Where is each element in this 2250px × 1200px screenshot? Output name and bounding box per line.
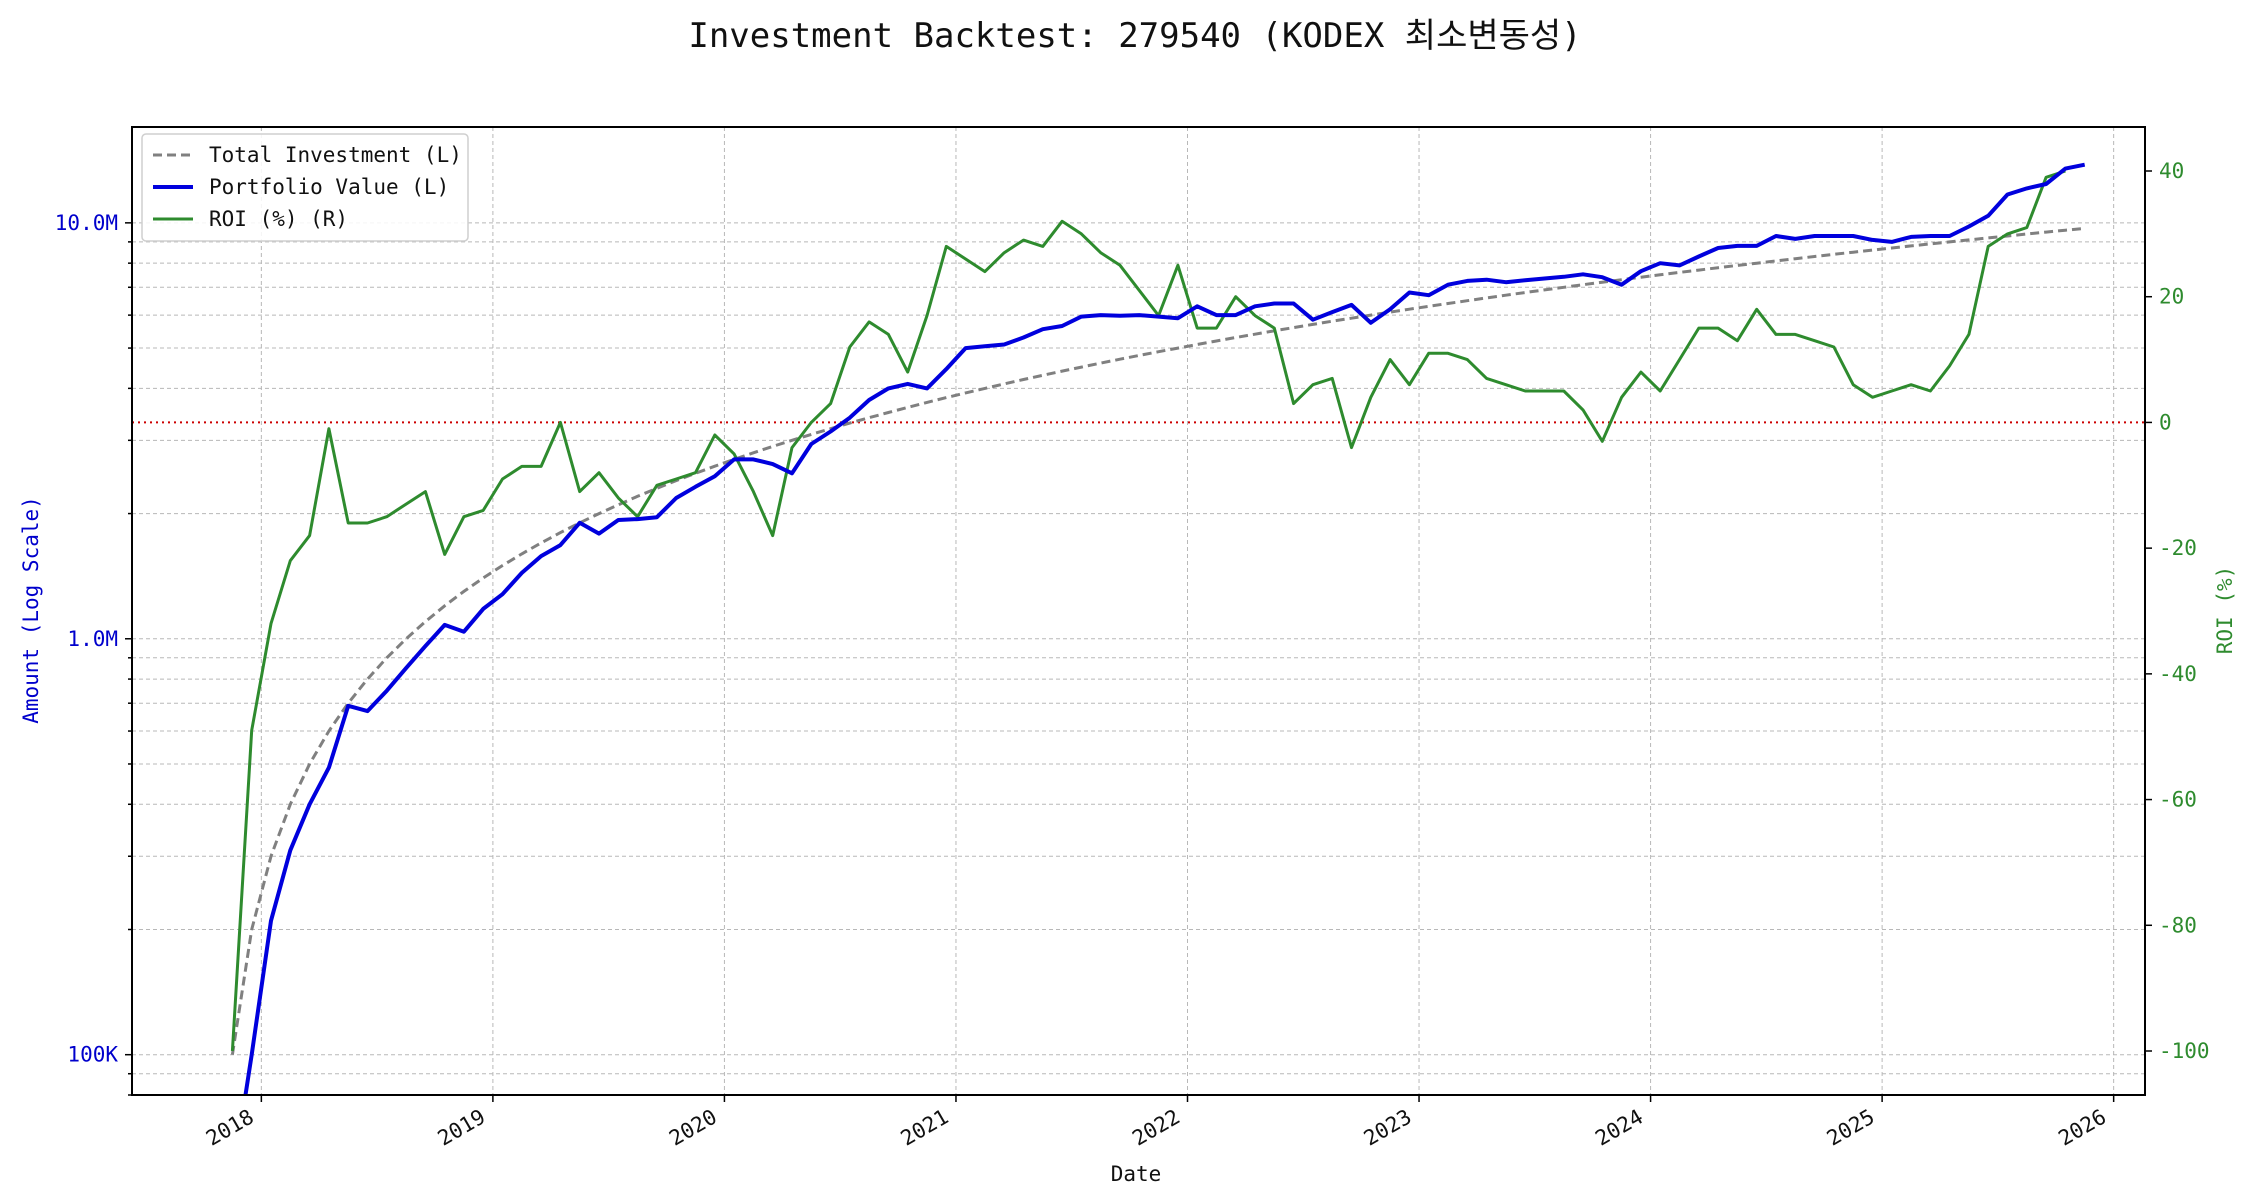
legend-box — [141, 133, 469, 242]
series-layer — [230, 162, 2086, 1095]
legend-label-total-investment: Total Investment (L) — [209, 143, 462, 167]
x-tick-label: 2025 — [1823, 1105, 1879, 1151]
right-tick-label: -20 — [2159, 536, 2197, 560]
x-tick-label: 2026 — [2054, 1105, 2110, 1151]
right-tick-label: -60 — [2159, 788, 2197, 812]
right-tick-label: -100 — [2159, 1039, 2210, 1063]
plot-frame — [131, 126, 2146, 1096]
legend: Total Investment (L) Portfolio Value (L)… — [141, 133, 469, 242]
right-tick-label: -80 — [2159, 913, 2197, 937]
series-total-investment — [230, 226, 2085, 1055]
x-tick-label: 2021 — [897, 1105, 953, 1151]
right-tick-label: -40 — [2159, 662, 2197, 686]
series-roi — [230, 169, 2066, 1052]
x-tick-label: 2018 — [202, 1105, 258, 1151]
left-tick-label: 100K — [67, 1043, 118, 1067]
left-tick-label: 1.0M — [67, 627, 118, 651]
right-tick-label: 0 — [2159, 410, 2172, 434]
x-axis-label: Date — [1111, 1162, 1162, 1186]
x-tick-label: 2022 — [1128, 1105, 1184, 1151]
x-tick-label: 2024 — [1591, 1105, 1647, 1151]
x-tick-label: 2020 — [665, 1105, 721, 1151]
left-axis: 100K 1.0M 10.0M — [55, 211, 132, 1096]
right-axis: -100 -80 -60 -40 -20 0 20 40 — [2145, 159, 2210, 1063]
left-tick-label: 10.0M — [55, 211, 118, 235]
legend-label-roi: ROI (%) (R) — [209, 207, 348, 231]
legend-label-portfolio-value: Portfolio Value (L) — [209, 175, 449, 199]
left-axis-label: Amount (Log Scale) — [19, 496, 43, 724]
right-tick-label: 20 — [2159, 285, 2184, 309]
right-axis-label: ROI (%) — [2213, 566, 2237, 655]
x-axis: 2018 2019 2020 2021 2022 2023 2024 2025 2026 — [202, 1095, 2115, 1151]
series-portfolio-value — [243, 162, 2086, 1095]
x-tick-label: 2023 — [1360, 1105, 1416, 1151]
chart-title: Investment Backtest: 279540 (KODEX 최소변동성… — [688, 16, 1581, 56]
x-tick-label: 2019 — [434, 1105, 490, 1151]
right-tick-label: 40 — [2159, 159, 2184, 183]
grid — [132, 127, 2145, 1096]
